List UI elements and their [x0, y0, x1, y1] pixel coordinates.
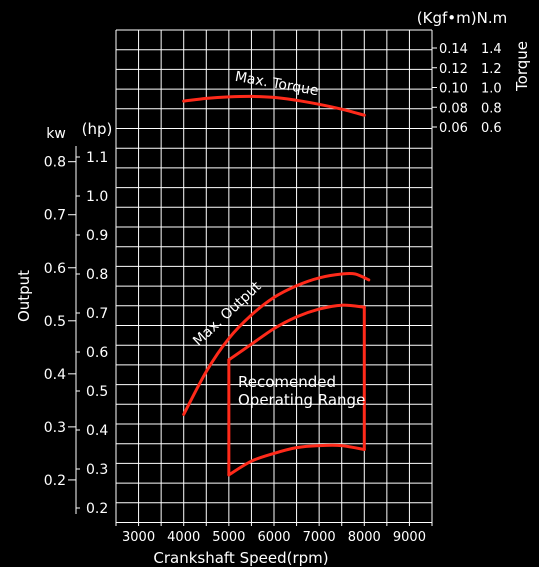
kw-tick-label: 0.3 — [44, 420, 66, 436]
torque-kgfm-tick-label: 0.08 — [439, 101, 468, 116]
torque-unit-label: (Kgf•m)N.m — [417, 9, 507, 27]
hp-tick-label: 0.8 — [86, 267, 108, 283]
torque-nm-tick-label: 0.8 — [481, 101, 502, 116]
x-tick-label: 5000 — [212, 530, 245, 545]
hp-tick-label: 0.5 — [86, 384, 108, 400]
hp-tick-label: 0.6 — [86, 345, 108, 361]
torque-nm-tick-label: 0.6 — [481, 121, 502, 136]
x-tick-label: 6000 — [257, 530, 290, 545]
kw-tick-label: 0.6 — [44, 261, 66, 277]
hp-tick-label: 0.2 — [86, 501, 108, 517]
x-tick-label: 4000 — [167, 530, 200, 545]
hp-tick-label: 1.1 — [86, 150, 108, 166]
x-tick-label: 3000 — [122, 530, 155, 545]
kw-tick-label: 0.2 — [44, 473, 66, 489]
torque-kgfm-tick-label: 0.12 — [439, 62, 468, 77]
hp-tick-label: 1.0 — [86, 189, 108, 205]
torque-kgfm-tick-label: 0.10 — [439, 82, 468, 97]
ticks: 3000 4000 5000 6000 7000 8000 9000 0.2 0.3 0.4 0.5… — [44, 40, 502, 545]
max-output-curve — [182, 271, 371, 416]
hp-tick-label: 0.4 — [86, 423, 108, 439]
curves — [182, 94, 371, 477]
x-tick-label: 9000 — [393, 530, 426, 545]
kw-unit-label: kw — [46, 126, 66, 142]
torque-nm-tick-label: 1.0 — [481, 82, 502, 97]
operating-range-label-line1: Recomended — [238, 373, 336, 391]
kw-tick-label: 0.4 — [44, 367, 66, 383]
hp-tick-label: 0.3 — [86, 462, 108, 478]
hp-tick-label: 0.7 — [86, 306, 108, 322]
max-torque-curve — [182, 94, 366, 117]
kw-tick-label: 0.7 — [44, 208, 66, 224]
torque-axis-label: Torque — [513, 41, 531, 92]
operating-range-top — [227, 303, 366, 362]
operating-range-label-line2: Operating Range — [238, 391, 365, 409]
kw-tick-label: 0.8 — [44, 155, 66, 171]
torque-nm-tick-label: 1.4 — [481, 42, 502, 57]
kw-tick-label: 0.5 — [44, 314, 66, 330]
torque-kgfm-tick-label: 0.14 — [439, 42, 468, 57]
operating-range-bottom — [227, 443, 366, 477]
torque-nm-tick-label: 1.2 — [481, 62, 502, 77]
hp-unit-label: (hp) — [82, 120, 113, 138]
x-tick-label: 7000 — [303, 530, 336, 545]
x-tick-label: 8000 — [348, 530, 381, 545]
output-axis-label: Output — [15, 270, 33, 322]
torque-kgfm-tick-label: 0.06 — [439, 121, 468, 136]
hp-tick-label: 0.9 — [86, 228, 108, 244]
x-axis-label: Crankshaft Speed(rpm) — [153, 549, 328, 567]
